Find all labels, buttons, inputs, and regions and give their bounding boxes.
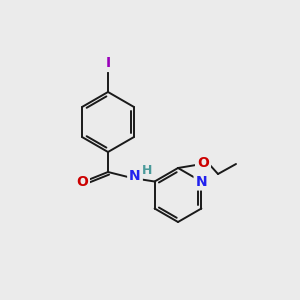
Text: H: H	[142, 164, 152, 176]
Text: O: O	[197, 156, 209, 170]
Text: N: N	[129, 169, 141, 183]
Text: N: N	[196, 175, 207, 188]
Text: O: O	[76, 175, 88, 189]
Text: I: I	[105, 56, 111, 70]
